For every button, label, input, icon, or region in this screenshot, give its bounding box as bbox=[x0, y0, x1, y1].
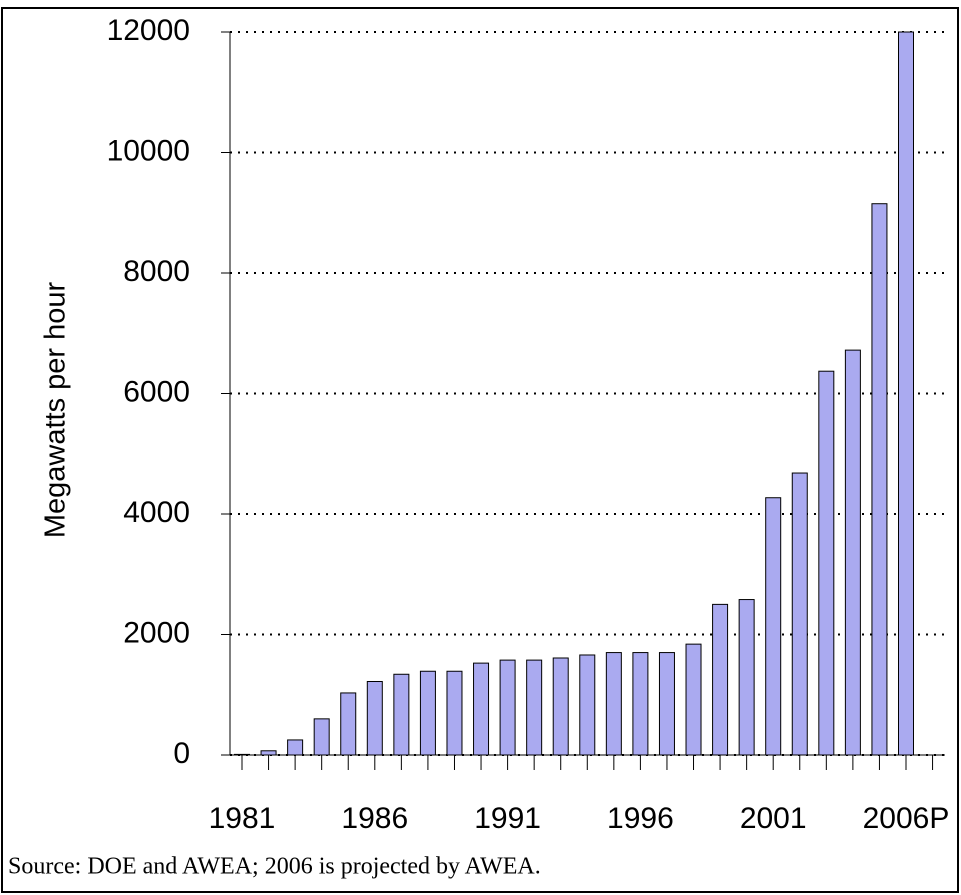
bar bbox=[685, 643, 702, 756]
bar bbox=[871, 203, 888, 756]
bar bbox=[632, 652, 649, 756]
bar bbox=[658, 652, 675, 756]
y-tick-label: 6000 bbox=[123, 375, 190, 408]
frame bbox=[1, 7, 959, 893]
bar bbox=[260, 750, 277, 756]
y-axis-label: Megawatts per hour bbox=[40, 282, 72, 539]
bar bbox=[712, 603, 729, 756]
bar bbox=[738, 599, 755, 756]
bar bbox=[605, 652, 622, 756]
bar bbox=[791, 472, 808, 756]
bar bbox=[898, 31, 914, 756]
y-tick-label: 12000 bbox=[107, 14, 190, 47]
x-tick-label: 2001 bbox=[740, 802, 807, 835]
bar bbox=[393, 673, 410, 756]
y-tick-label: 4000 bbox=[123, 496, 190, 529]
bar bbox=[526, 659, 543, 756]
y-tick-label: 8000 bbox=[123, 255, 190, 288]
bar bbox=[473, 662, 490, 756]
x-tick-label: 1996 bbox=[607, 802, 674, 835]
y-tick-label: 0 bbox=[173, 737, 190, 770]
y-tick-label: 10000 bbox=[107, 134, 190, 167]
bar bbox=[287, 739, 304, 756]
source-note: Source: DOE and AWEA; 2006 is projected … bbox=[8, 854, 541, 880]
bar bbox=[499, 659, 516, 756]
bar bbox=[446, 670, 463, 756]
bar bbox=[313, 718, 330, 756]
bar bbox=[552, 657, 569, 756]
x-tick-label: 2006P bbox=[863, 802, 950, 835]
bar bbox=[366, 680, 383, 756]
x-tick-label: 1986 bbox=[341, 802, 408, 835]
bar bbox=[340, 692, 357, 756]
bar bbox=[765, 497, 782, 756]
y-tick-label: 2000 bbox=[123, 616, 190, 649]
bar bbox=[818, 370, 835, 756]
x-tick-label: 1991 bbox=[474, 802, 541, 835]
bar bbox=[844, 349, 861, 756]
x-tick-label: 1981 bbox=[209, 802, 276, 835]
bar bbox=[579, 654, 596, 756]
bar bbox=[419, 670, 436, 756]
